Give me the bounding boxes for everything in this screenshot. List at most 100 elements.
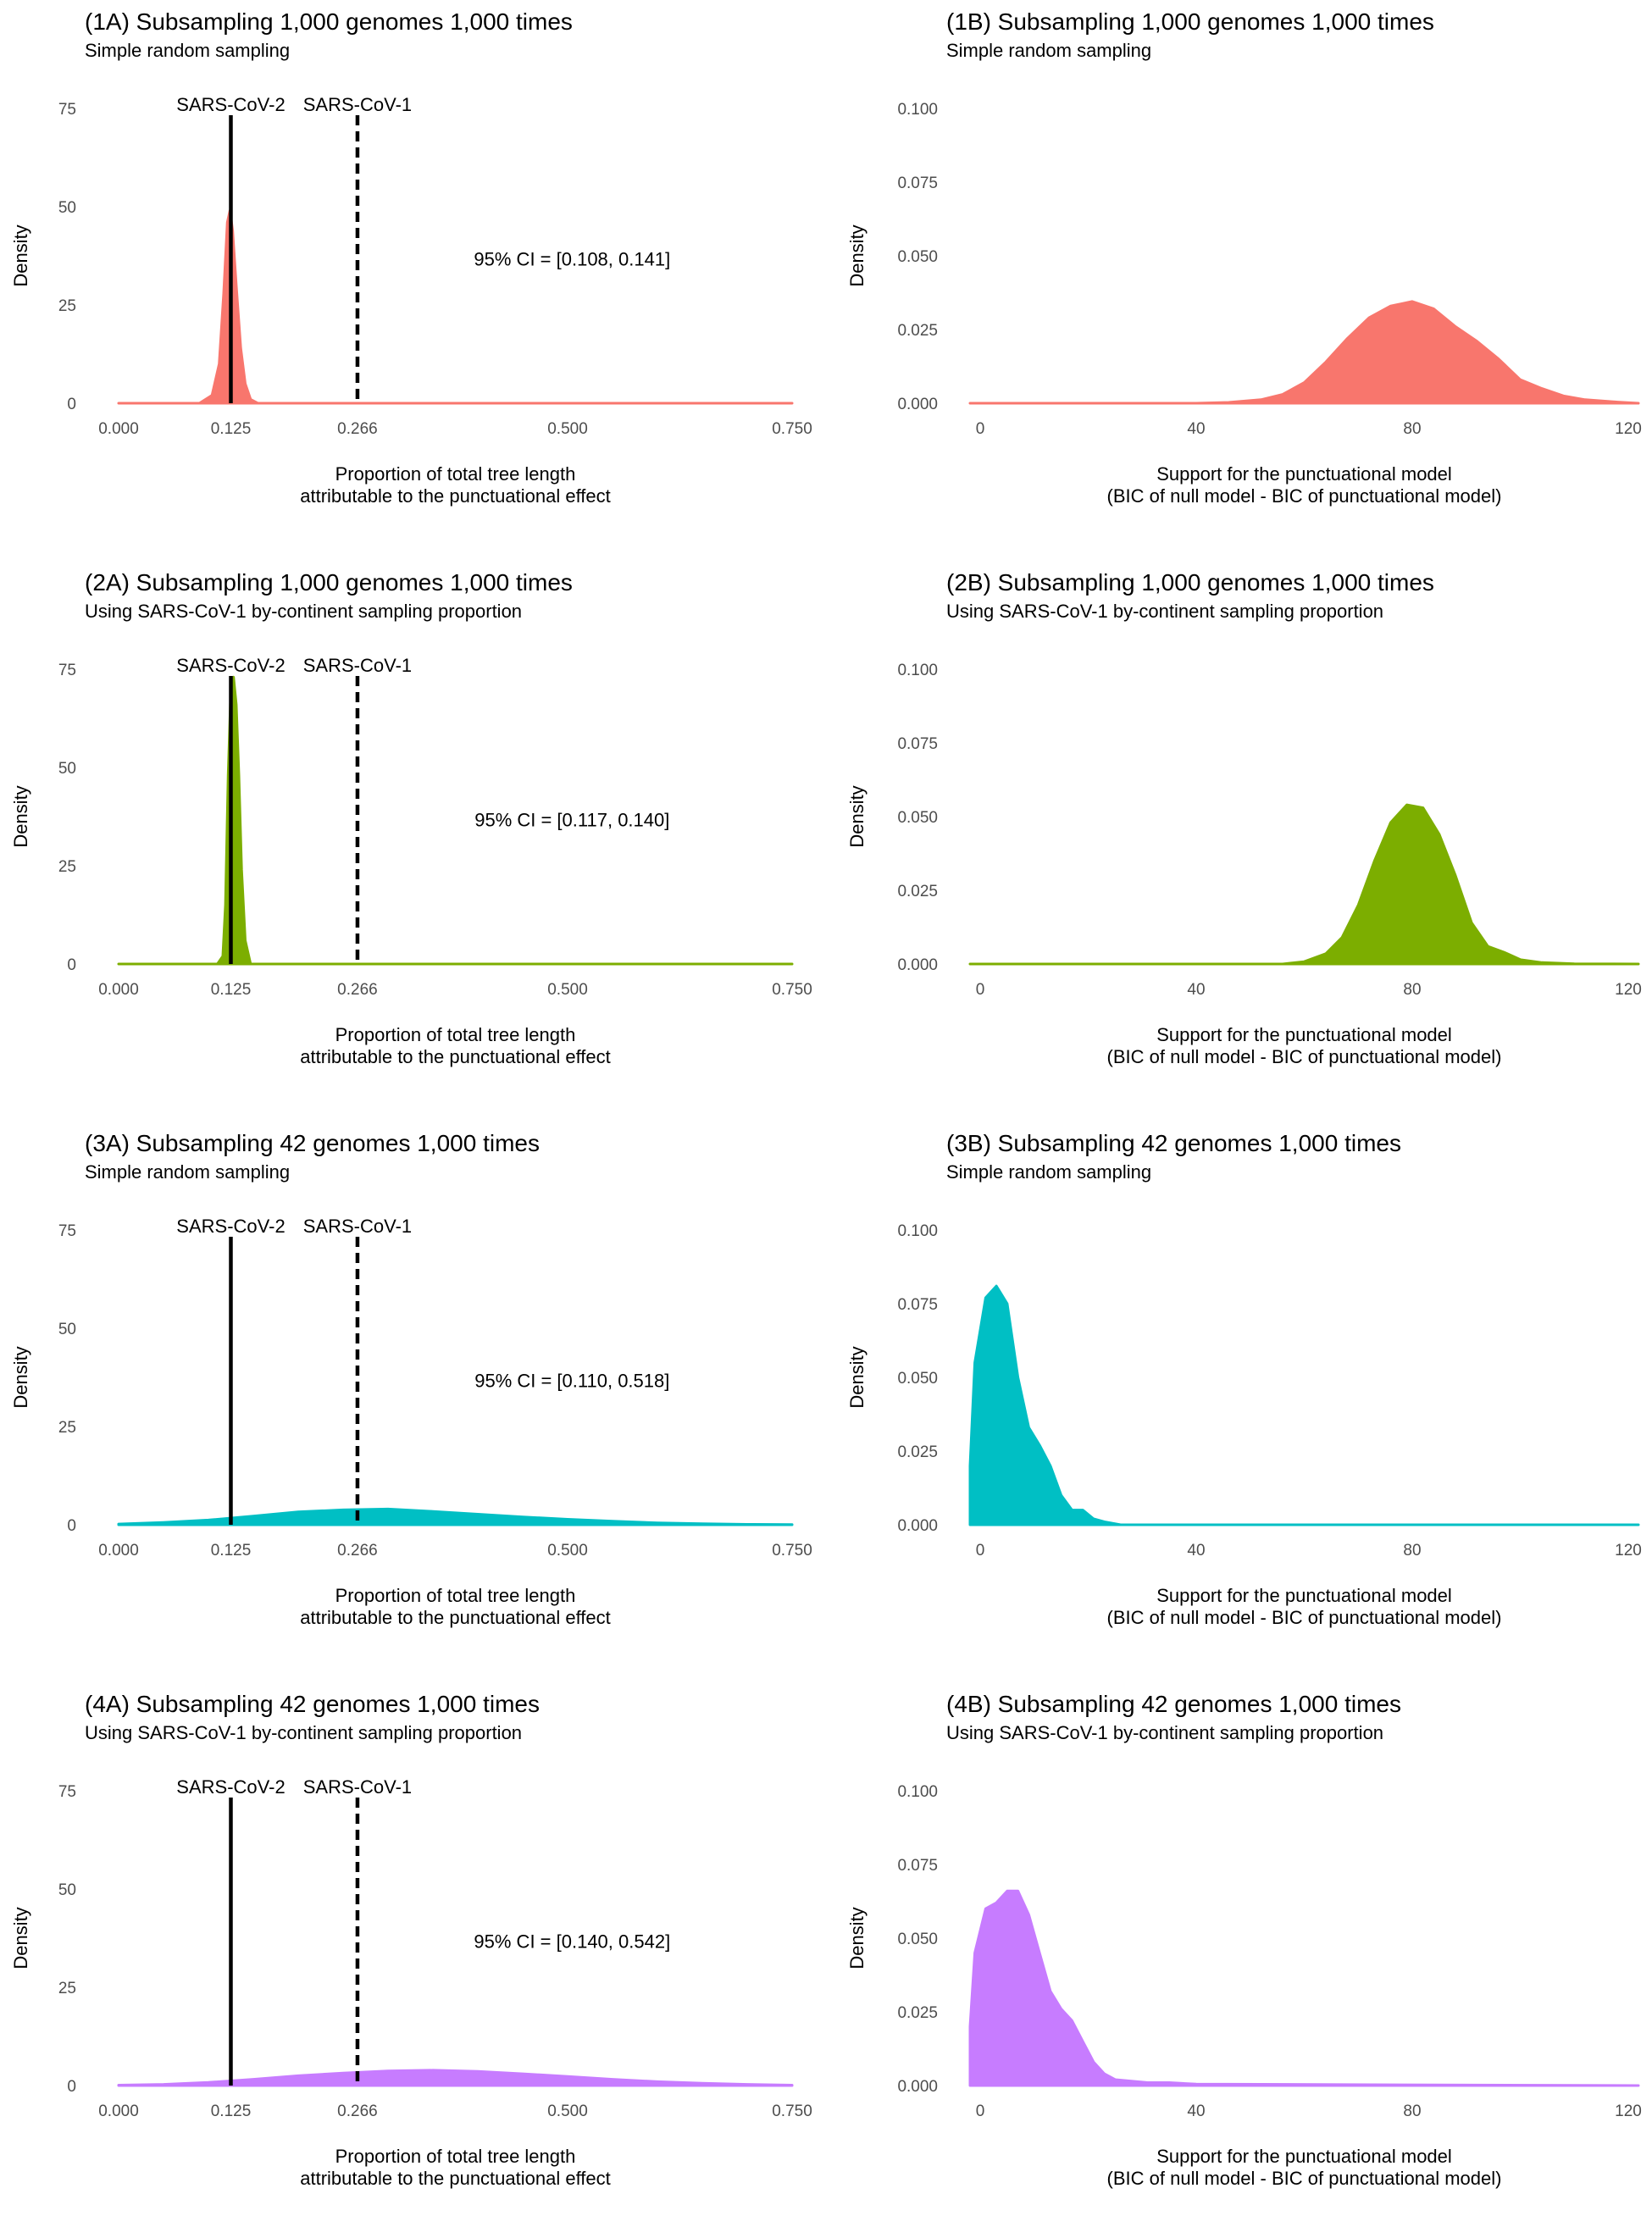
y-axis-label: Density [10,1346,31,1408]
panel-subtitle: Simple random sampling [946,40,1151,61]
vline-label: SARS-CoV-2 [176,94,285,115]
panel-title: (4A) Subsampling 42 genomes 1,000 times [85,1691,540,1717]
panel-title: (2B) Subsampling 1,000 genomes 1,000 tim… [946,569,1434,596]
density-area [968,803,1640,966]
x-axis-label: Proportion of total tree length [335,2146,576,2167]
density-area [968,300,1640,405]
panel-subtitle: Simple random sampling [85,1161,290,1183]
x-axis-label: attributable to the punctuational effect [300,1607,611,1628]
x-tick-label: 0.750 [772,420,812,438]
panel-subtitle: Simple random sampling [946,1161,1151,1183]
y-tick-label: 0 [67,956,76,974]
x-tick-label: 0.266 [337,1542,378,1560]
panel-2a: (2A) Subsampling 1,000 genomes 1,000 tim… [10,569,812,1067]
vline-label: SARS-CoV-1 [303,1216,412,1237]
ci-annotation: 95% CI = [0.117, 0.140] [474,810,669,831]
x-axis-label: (BIC of null model - BIC of punctuationa… [1107,1607,1502,1628]
y-tick-label: 50 [58,199,76,217]
x-axis-label: (BIC of null model - BIC of punctuationa… [1107,485,1502,507]
x-tick-label: 0.125 [211,981,252,999]
y-tick-label: 0 [67,1517,76,1535]
x-tick-label: 0 [976,420,985,438]
vline-label: SARS-CoV-1 [303,94,412,115]
x-tick-label: 80 [1403,981,1421,999]
x-tick-label: 0.750 [772,981,812,999]
x-axis-label: Proportion of total tree length [335,1024,576,1045]
x-axis-label: attributable to the punctuational effect [300,1046,611,1067]
density-area [968,1284,1640,1526]
y-tick-label: 0.000 [897,2078,938,2096]
vline-label: SARS-CoV-2 [176,1216,285,1237]
y-tick-label: 0.050 [897,1931,938,1948]
panel-3a: (3A) Subsampling 42 genomes 1,000 times S… [10,1130,812,1628]
density-area [117,1507,794,1526]
x-tick-label: 120 [1615,2102,1642,2120]
y-tick-label: 25 [58,1419,76,1437]
x-tick-label: 0.750 [772,2102,812,2120]
y-tick-label: 0.050 [897,1370,938,1388]
x-tick-label: 0.000 [98,981,139,999]
y-tick-label: 0.050 [897,809,938,827]
y-axis-label: Density [846,1346,868,1408]
panel-4b: (4B) Subsampling 42 genomes 1,000 times U… [846,1691,1642,2189]
y-axis-label: Density [10,224,31,286]
y-tick-label: 0.000 [897,396,938,413]
panel-subtitle: Simple random sampling [85,40,290,61]
vline-label: SARS-CoV-1 [303,1776,412,1798]
x-tick-label: 0 [976,1542,985,1560]
x-axis-label: (BIC of null model - BIC of punctuationa… [1107,2168,1502,2189]
y-axis-label: Density [846,1907,868,1969]
panel-title: (1A) Subsampling 1,000 genomes 1,000 tim… [85,8,573,35]
x-tick-label: 0.500 [547,1542,588,1560]
x-tick-label: 0 [976,981,985,999]
y-tick-label: 0.025 [897,2004,938,2022]
y-tick-label: 0.100 [897,662,938,679]
density-area [968,1889,1640,2087]
y-tick-label: 75 [58,1222,76,1240]
y-axis-label: Density [10,785,31,847]
y-tick-label: 0.075 [897,1857,938,1875]
vline-label: SARS-CoV-1 [303,655,412,676]
y-tick-label: 75 [58,662,76,679]
x-tick-label: 0 [976,2102,985,2120]
panel-title: (3B) Subsampling 42 genomes 1,000 times [946,1130,1401,1156]
panel-1b: (1B) Subsampling 1,000 genomes 1,000 tim… [846,8,1642,507]
x-axis-label: Proportion of total tree length [335,463,576,485]
x-axis-label: Support for the punctuational model [1156,1585,1452,1606]
y-tick-label: 25 [58,297,76,315]
x-tick-label: 0.500 [547,2102,588,2120]
y-tick-label: 25 [58,1980,76,1997]
y-tick-label: 0.000 [897,1517,938,1535]
x-tick-label: 0.500 [547,981,588,999]
panel-subtitle: Using SARS-CoV-1 by-continent sampling p… [946,601,1383,622]
panel-subtitle: Using SARS-CoV-1 by-continent sampling p… [85,1722,522,1743]
x-tick-label: 120 [1615,420,1642,438]
x-axis-label: Support for the punctuational model [1156,1024,1452,1045]
x-tick-label: 0.125 [211,1542,252,1560]
panel-title: (3A) Subsampling 42 genomes 1,000 times [85,1130,540,1156]
x-axis-label: Support for the punctuational model [1156,463,1452,485]
y-tick-label: 0.100 [897,1783,938,1801]
y-tick-label: 50 [58,1321,76,1338]
x-tick-label: 0.000 [98,1542,139,1560]
y-axis-label: Density [846,785,868,847]
panel-title: (2A) Subsampling 1,000 genomes 1,000 tim… [85,569,573,596]
panel-1a: (1A) Subsampling 1,000 genomes 1,000 tim… [10,8,812,507]
panel-3b: (3B) Subsampling 42 genomes 1,000 times S… [846,1130,1642,1628]
x-tick-label: 40 [1187,1542,1205,1560]
y-tick-label: 0.075 [897,735,938,753]
panel-4a: (4A) Subsampling 42 genomes 1,000 times U… [10,1691,812,2189]
x-tick-label: 80 [1403,1542,1421,1560]
y-tick-label: 75 [58,1783,76,1801]
panel-subtitle: Using SARS-CoV-1 by-continent sampling p… [85,601,522,622]
x-tick-label: 0.266 [337,420,378,438]
panel-title: (4B) Subsampling 42 genomes 1,000 times [946,1691,1401,1717]
x-tick-label: 0.266 [337,2102,378,2120]
density-area [117,2069,794,2087]
ci-annotation: 95% CI = [0.108, 0.141] [474,249,670,270]
x-tick-label: 0.125 [211,2102,252,2120]
x-axis-label: Support for the punctuational model [1156,2146,1452,2167]
y-tick-label: 0.025 [897,1443,938,1461]
density-area [117,209,794,405]
